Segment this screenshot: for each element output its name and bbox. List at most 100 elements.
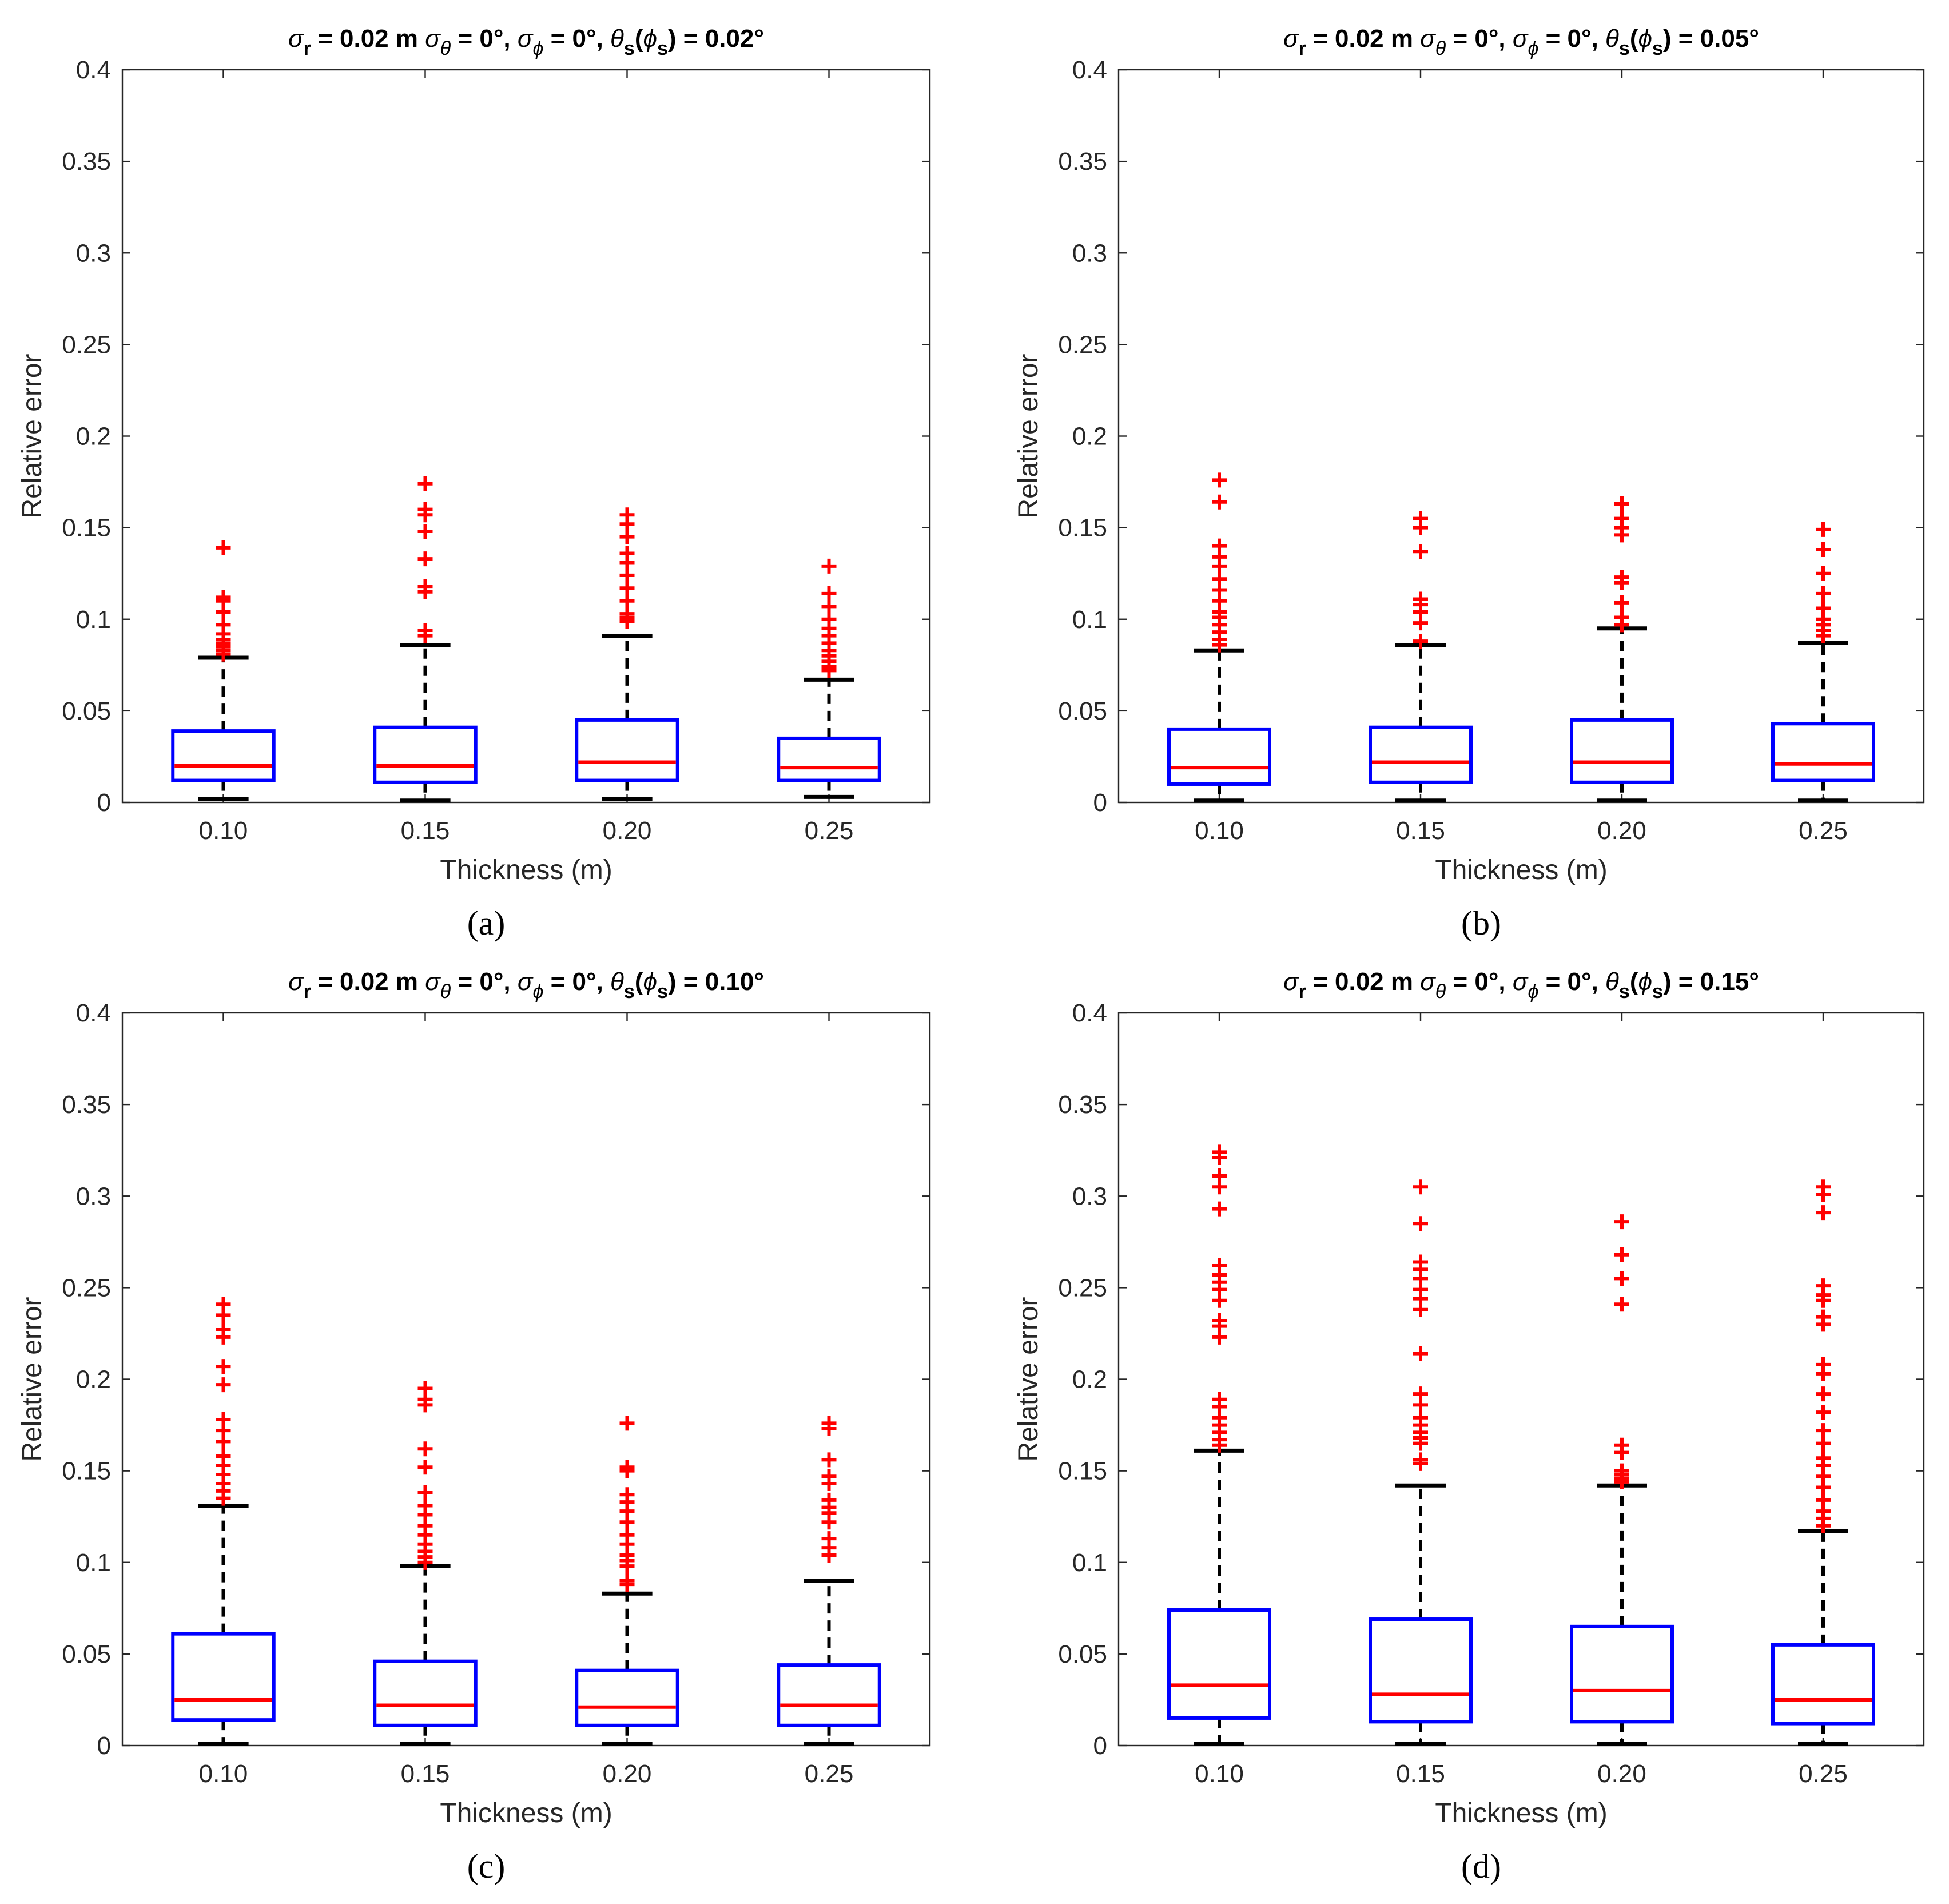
outlier-marker	[1413, 544, 1428, 559]
y-tick-label: 0.25	[1058, 1274, 1107, 1302]
box-0.20	[575, 1416, 679, 1746]
outlier-marker	[619, 593, 635, 609]
outlier-marker	[417, 551, 433, 567]
title-phi: ϕ	[643, 25, 657, 53]
y-tick-label: 0.3	[76, 239, 111, 267]
panel-c: 0 0.05 0.1 0.15 0.2 0.25 0.3 0.35 0.4 0.10 0.15 0.2…	[17, 968, 931, 1885]
y-tick-label: 0.1	[1072, 1549, 1107, 1577]
title-sigma: σ	[1420, 968, 1436, 996]
outlier-marker	[1212, 472, 1227, 488]
iqr-box	[1570, 718, 1674, 784]
iqr-box	[373, 1659, 478, 1727]
title-sub: s	[1652, 981, 1663, 1003]
outlier-marker	[1614, 1437, 1629, 1453]
box-0.15	[373, 476, 478, 803]
outlier-marker	[1614, 511, 1629, 526]
title-sigma: σ	[1513, 968, 1529, 996]
y-tick-label: 0.15	[1058, 1457, 1107, 1485]
outlier-marker	[1413, 634, 1428, 649]
title-sub: ϕ	[532, 38, 543, 59]
x-tick-label: 0.25	[1799, 817, 1848, 845]
outlier-marker	[821, 1469, 837, 1484]
y-tick-label: 0.4	[76, 999, 111, 1027]
title-sub: ϕ	[532, 981, 543, 1003]
box-0.20	[575, 507, 679, 801]
outlier-marker	[1413, 1254, 1428, 1270]
y-tick-label: 0.25	[1058, 331, 1107, 359]
chart-title: σr = 0.02 m σθ = 0°, σϕ = 0°, θs(ϕs) = 0…	[288, 968, 764, 1003]
title-sub: r	[1299, 981, 1306, 1003]
outlier-marker	[1614, 1463, 1629, 1478]
title-sigma: σ	[518, 25, 534, 53]
outlier-marker	[216, 1377, 231, 1393]
outlier-marker	[1413, 1346, 1428, 1361]
y-tick-label: 0.15	[62, 514, 111, 542]
title-phi: ϕ	[643, 968, 657, 996]
y-tick-label: 0.15	[1058, 514, 1107, 542]
y-tick-label: 0.3	[76, 1182, 111, 1210]
outlier-marker	[216, 1297, 231, 1312]
outlier-marker	[619, 1460, 635, 1475]
iqr-box	[373, 725, 478, 784]
title-sub: s	[657, 38, 668, 59]
title-text-part: = 0°,	[543, 25, 610, 53]
outlier-marker	[821, 586, 837, 601]
outlier-marker	[417, 579, 433, 594]
outlier-marker	[417, 1460, 433, 1475]
x-tick-label: 0.15	[1396, 1760, 1445, 1788]
y-tick-label: 0.35	[62, 148, 111, 176]
x-tick-label: 0.25	[805, 1760, 854, 1788]
title-sub: θ	[1435, 981, 1446, 1003]
title-sub: r	[1299, 38, 1306, 59]
y-tick-label: 0.1	[76, 606, 111, 634]
outlier-marker	[1816, 1436, 1831, 1451]
outlier-marker	[1816, 586, 1831, 601]
title-theta: θ	[610, 25, 624, 53]
title-text-part: = 0.02 m	[1306, 968, 1420, 996]
y-tick-label: 0.3	[1072, 1182, 1107, 1210]
x-axis-label: Thickness (m)	[1435, 1798, 1607, 1829]
y-tick-label: 0.05	[1058, 1640, 1107, 1668]
outlier-marker	[821, 1531, 837, 1547]
title-sigma: σ	[288, 25, 304, 53]
title-sub: s	[1619, 981, 1630, 1003]
y-tick-label: 0.1	[1072, 606, 1107, 634]
y-tick-label: 0.25	[62, 331, 111, 359]
box-0.10	[171, 540, 276, 801]
x-axis-label: Thickness (m)	[440, 855, 612, 885]
outlier-marker	[417, 502, 433, 517]
outlier-marker	[619, 1527, 635, 1543]
iqr-box	[777, 736, 881, 782]
outlier-marker	[619, 1416, 635, 1431]
title-value: ) = 0.10°	[668, 968, 764, 996]
outlier-marker	[619, 507, 635, 523]
outlier-marker	[1212, 571, 1227, 587]
plot-area-frame	[121, 1012, 931, 1747]
outlier-marker	[216, 1322, 231, 1338]
title-text-part: = 0°,	[543, 968, 610, 996]
box-0.25	[1771, 1179, 1875, 1746]
panel-a: 0 0.05 0.1 0.15 0.2 0.25 0.3 0.35 0.4 0.10 0.15 0.2…	[17, 25, 931, 942]
title-sigma: σ	[1420, 25, 1436, 53]
outlier-marker	[1816, 601, 1831, 616]
outlier-marker	[1816, 542, 1831, 558]
panel-b: 0 0.05 0.1 0.15 0.2 0.25 0.3 0.35 0.4 0.10 0.15 0.2…	[1013, 25, 1925, 942]
y-tick-label: 0.3	[1072, 239, 1107, 267]
panel-d: 0 0.05 0.1 0.15 0.2 0.25 0.3 0.35 0.4 0.10 0.15 0.2…	[1013, 968, 1925, 1885]
title-sub: s	[657, 981, 668, 1003]
outlier-marker	[1614, 610, 1629, 625]
title-text-part: = 0°,	[1446, 25, 1513, 53]
outlier-marker	[1816, 1492, 1831, 1508]
title-sub: s	[1619, 38, 1630, 59]
x-tick-label: 0.25	[1799, 1760, 1848, 1788]
title-sub: θ	[1435, 38, 1446, 59]
panel-label: (b)	[1461, 904, 1501, 942]
outlier-marker	[1212, 1144, 1227, 1160]
plot-area-frame	[1117, 69, 1925, 804]
box-0.10	[1167, 472, 1271, 803]
x-tick-label: 0.10	[1195, 1760, 1244, 1788]
outlier-marker	[417, 1441, 433, 1457]
x-axis-label: Thickness (m)	[440, 1798, 612, 1829]
title-text-part: = 0°,	[451, 968, 518, 996]
x-tick-label: 0.15	[401, 817, 450, 845]
